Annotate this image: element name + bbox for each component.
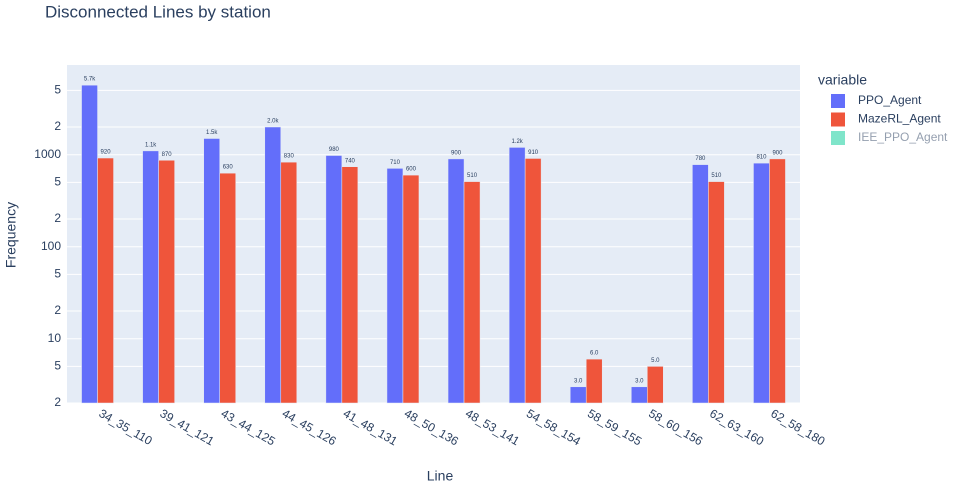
bar xyxy=(264,126,282,404)
bar xyxy=(81,84,98,404)
data-label: 510 xyxy=(711,173,722,179)
x-tick-label: 34_35_110 xyxy=(96,406,155,448)
bar xyxy=(158,160,175,404)
bar xyxy=(97,157,114,404)
y-tick-label: 2 xyxy=(54,303,61,317)
bar xyxy=(341,166,359,404)
x-tick-label: 39_41_121 xyxy=(158,406,217,448)
bar xyxy=(280,161,298,404)
legend-label: IEE_PPO_Agent xyxy=(858,130,948,144)
data-label: 1.2k xyxy=(511,139,523,145)
legend-title: variable xyxy=(818,72,867,88)
x-tick-label: 43_44_125 xyxy=(219,406,278,448)
legend-swatch xyxy=(831,131,845,145)
data-label: 900 xyxy=(451,150,462,156)
data-label: 900 xyxy=(772,150,783,156)
bar xyxy=(708,181,725,404)
bar xyxy=(631,386,648,404)
x-tick-label: 58_60_156 xyxy=(646,406,705,448)
x-tick-label: 44_45_126 xyxy=(280,406,339,448)
y-tick-label: 5 xyxy=(54,83,61,97)
data-label: 810 xyxy=(756,155,767,161)
data-label: 1.5k xyxy=(206,130,218,136)
bar xyxy=(753,162,770,404)
bar xyxy=(447,158,465,404)
data-label: 920 xyxy=(101,150,112,156)
data-label: 830 xyxy=(284,154,295,160)
x-tick-label: 62_58_180 xyxy=(768,406,827,448)
legend-swatch xyxy=(831,112,845,127)
bar xyxy=(203,138,220,404)
x-tick-label: 41_48_131 xyxy=(341,406,400,448)
data-label: 2.0k xyxy=(267,119,279,125)
x-tick-label: 48_53_141 xyxy=(463,406,522,448)
y-tick-label: 100 xyxy=(41,239,61,253)
data-label: 870 xyxy=(162,152,173,158)
bar xyxy=(647,366,664,404)
data-label: 6.0 xyxy=(590,351,599,357)
y-tick-label: 1000 xyxy=(34,147,61,161)
data-label: 510 xyxy=(467,173,478,179)
data-label: 5.0 xyxy=(651,358,660,364)
data-label: 3.0 xyxy=(574,378,583,384)
y-axis-title: Frequency xyxy=(3,202,19,268)
chart-title: Disconnected Lines by station xyxy=(45,2,271,21)
data-label: 3.0 xyxy=(635,378,644,384)
y-tick-label: 5 xyxy=(54,175,61,189)
data-label: 630 xyxy=(223,165,234,171)
x-tick-label: 62_63_160 xyxy=(707,406,766,448)
y-tick-label: 2 xyxy=(54,119,61,133)
data-label: 780 xyxy=(695,156,706,162)
bar xyxy=(463,181,481,404)
data-label: 980 xyxy=(329,147,340,153)
x-tick-label: 48_50_136 xyxy=(402,406,461,448)
x-tick-label: 54_58_154 xyxy=(524,406,583,448)
data-label: 5.7k xyxy=(84,77,96,83)
bar xyxy=(386,168,404,404)
y-tick-label: 2 xyxy=(54,395,61,409)
data-label: 1.1k xyxy=(145,142,157,148)
legend-label: MazeRL_Agent xyxy=(858,112,941,126)
bar xyxy=(142,150,159,404)
bar xyxy=(569,386,587,404)
data-label: 600 xyxy=(406,167,417,173)
data-label: 910 xyxy=(528,150,539,156)
bar xyxy=(769,158,786,404)
y-tick-label: 5 xyxy=(54,267,61,281)
legend-swatch xyxy=(831,94,845,108)
bar xyxy=(508,147,526,404)
y-tick-label: 10 xyxy=(48,331,62,345)
x-tick-label: 58_59_155 xyxy=(585,406,644,448)
y-tick-label: 2 xyxy=(54,211,61,225)
data-label: 710 xyxy=(390,160,401,166)
y-tick-label: 5 xyxy=(54,359,61,373)
plot-area xyxy=(67,65,800,403)
bar xyxy=(524,158,542,404)
data-label: 740 xyxy=(345,158,356,164)
bar xyxy=(585,358,603,404)
bar xyxy=(325,155,343,404)
legend-label: PPO_Agent xyxy=(858,93,922,107)
bar xyxy=(692,164,709,404)
x-axis-title: Line xyxy=(427,468,454,484)
bar xyxy=(402,174,420,404)
bar xyxy=(219,172,236,404)
